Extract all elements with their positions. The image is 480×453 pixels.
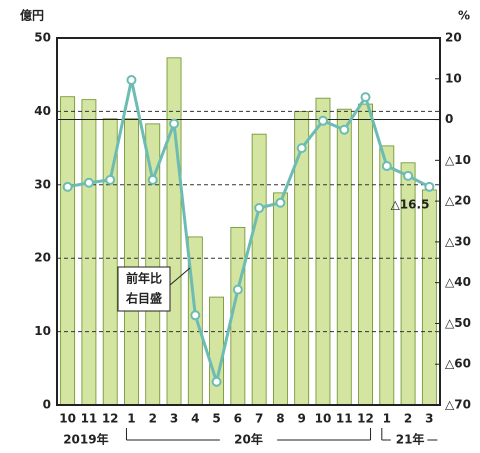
- x-tick-label: 6: [234, 412, 242, 426]
- bar: [251, 133, 267, 406]
- y2-tick-label: △30: [445, 234, 471, 248]
- y-tick-label: 0: [43, 398, 51, 412]
- bar: [336, 108, 352, 406]
- line-marker: [169, 118, 180, 129]
- y2-tick-label: △70: [445, 398, 471, 412]
- line-marker: [254, 203, 265, 214]
- line-marker: [83, 177, 94, 188]
- line-marker: [339, 124, 350, 135]
- x-tick-label: 12: [102, 412, 119, 426]
- line-marker: [232, 284, 243, 295]
- bar: [421, 189, 437, 406]
- x-tick-label: 2: [149, 412, 157, 426]
- bar: [209, 296, 225, 406]
- x-tick-label: 11: [81, 412, 98, 426]
- x-tick-label: 12: [357, 412, 374, 426]
- data-label: △16.5: [391, 198, 430, 212]
- year-label: 21年: [396, 432, 425, 447]
- y2-tick-label: △20: [445, 194, 471, 208]
- bar: [358, 103, 373, 406]
- x-tick-label: 11: [336, 412, 353, 426]
- x-tick-label: 9: [298, 412, 306, 426]
- bar: [60, 96, 76, 406]
- y2-tick-label: 10: [445, 71, 462, 85]
- line-marker: [317, 115, 328, 126]
- y-tick-label: 10: [34, 324, 51, 338]
- line-marker: [211, 376, 222, 387]
- line-marker: [403, 170, 414, 181]
- year-label: 20年: [234, 432, 263, 447]
- line: [67, 79, 431, 388]
- bar: [124, 118, 139, 406]
- y2-axis-title: %: [458, 9, 470, 23]
- y-tick-label: 20: [34, 251, 51, 265]
- x-tick-label: 4: [191, 412, 199, 426]
- y-tick-label: 50: [34, 31, 51, 45]
- plot-frame: [56, 37, 441, 406]
- x-tick-label: 10: [315, 412, 332, 426]
- annotation: 右目盛: [125, 291, 162, 306]
- x-tick-label: 1: [383, 412, 391, 426]
- x-tick-label: 3: [170, 412, 178, 426]
- bar: [272, 192, 288, 406]
- line-marker: [360, 92, 371, 103]
- y2-tick-label: △60: [445, 357, 471, 371]
- x-tick-label: 1: [127, 412, 135, 426]
- line-marker: [147, 174, 158, 185]
- annotation: 前年比: [126, 271, 162, 286]
- annotation-pointer: [169, 267, 191, 286]
- line-marker: [296, 143, 307, 154]
- y-tick-label: 30: [34, 177, 51, 191]
- annotation-box: [117, 266, 171, 312]
- line-marker: [381, 161, 392, 172]
- x-tick-label: 8: [276, 412, 284, 426]
- year-label: 2019年: [63, 432, 108, 447]
- y-axis-title: 億円: [20, 8, 44, 23]
- bar: [81, 99, 97, 406]
- line-marker: [190, 310, 201, 321]
- line-marker: [62, 181, 73, 192]
- x-tick-label: 2: [404, 412, 412, 426]
- bar: [166, 57, 182, 406]
- bar: [315, 97, 331, 406]
- line-marker: [105, 174, 116, 185]
- y2-tick-label: 20: [445, 31, 462, 45]
- x-tick-label: 10: [59, 412, 76, 426]
- line-marker: [275, 197, 286, 208]
- line-marker: [126, 75, 137, 86]
- y2-tick-label: △10: [445, 153, 471, 167]
- x-tick-label: 5: [212, 412, 220, 426]
- x-tick-label: 7: [255, 412, 263, 426]
- y-tick-label: 40: [34, 104, 51, 118]
- y2-tick-label: 0: [445, 112, 453, 126]
- y2-tick-label: △40: [445, 275, 471, 289]
- line-marker: [424, 181, 435, 192]
- y2-tick-label: △50: [445, 316, 471, 330]
- x-tick-label: 3: [425, 412, 433, 426]
